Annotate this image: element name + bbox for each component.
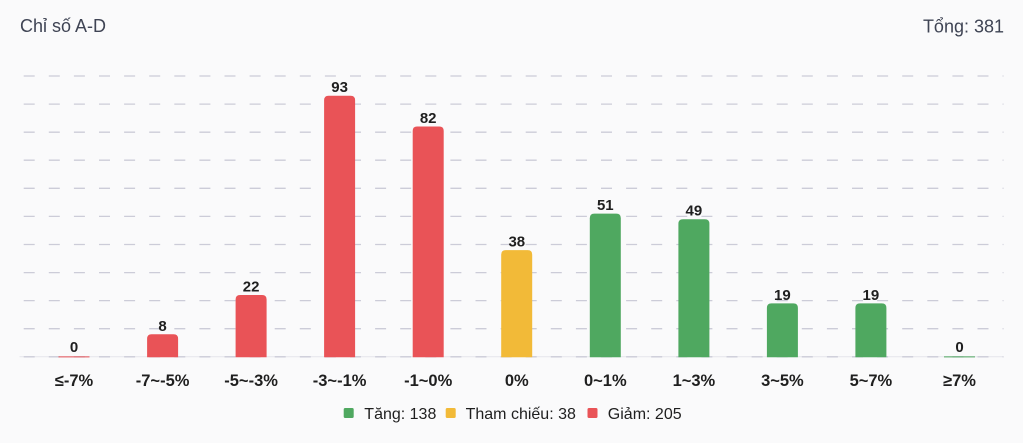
svg-text:8: 8 [158,318,166,335]
svg-text:0: 0 [955,339,963,356]
svg-text:1~3%: 1~3% [673,372,716,390]
svg-text:Tăng: 138: Tăng: 138 [364,406,436,423]
svg-text:0~1%: 0~1% [584,372,627,390]
svg-text:-1~0%: -1~0% [404,372,452,390]
svg-text:≥7%: ≥7% [943,372,976,390]
svg-text:38: 38 [508,234,525,251]
svg-text:Chỉ số A-D: Chỉ số A-D [20,16,106,36]
svg-text:5~7%: 5~7% [850,372,893,390]
svg-text:51: 51 [597,197,614,214]
svg-text:82: 82 [420,110,437,127]
svg-text:93: 93 [331,79,348,96]
svg-text:0: 0 [70,339,78,356]
svg-text:19: 19 [774,287,791,304]
svg-text:-5~-3%: -5~-3% [224,372,278,390]
svg-text:≤-7%: ≤-7% [55,372,94,390]
svg-text:Tổng: 381: Tổng: 381 [923,17,1004,37]
svg-text:-7~-5%: -7~-5% [136,372,190,390]
svg-text:3~5%: 3~5% [761,372,804,390]
svg-text:19: 19 [863,287,880,304]
svg-text:Tham chiếu: 38: Tham chiếu: 38 [466,406,576,423]
svg-text:49: 49 [686,203,703,220]
svg-text:-3~-1%: -3~-1% [313,372,367,390]
svg-text:22: 22 [243,279,260,296]
svg-text:0%: 0% [505,372,529,390]
svg-text:Giảm: 205: Giảm: 205 [608,406,682,423]
